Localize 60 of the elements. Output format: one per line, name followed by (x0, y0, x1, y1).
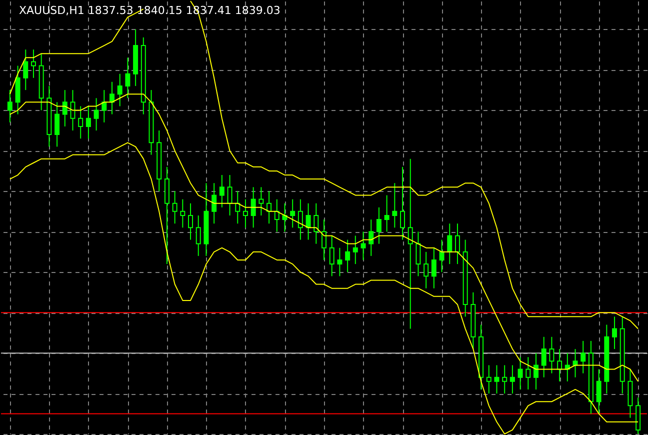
candlestick (70, 90, 76, 131)
candlestick (400, 166, 406, 240)
candlestick (384, 194, 390, 232)
candlestick (502, 364, 508, 394)
candlestick (416, 231, 421, 277)
candlestick (510, 364, 515, 394)
candlestick (250, 186, 256, 228)
candlestick (454, 223, 460, 265)
candlestick (219, 174, 224, 208)
candlestick (322, 219, 326, 260)
candlestick (54, 102, 60, 148)
candlestick (424, 251, 429, 289)
candlestick (526, 356, 531, 390)
candlestick (408, 158, 413, 330)
candlestick (596, 368, 602, 414)
candlestick (86, 106, 91, 140)
candlestick (612, 316, 618, 350)
candlestick (541, 336, 546, 378)
candlestick (439, 239, 444, 273)
candlestick (534, 352, 538, 390)
candlestick (258, 186, 264, 216)
candlestick (360, 231, 366, 260)
candlestick (518, 356, 523, 390)
candlestick (23, 49, 28, 91)
candlestick (337, 247, 342, 277)
candlestick (102, 90, 107, 123)
candlestick (564, 352, 570, 382)
candlestick (125, 57, 130, 99)
candlestick (352, 235, 358, 265)
candlestick (62, 90, 68, 127)
candlestick (447, 223, 452, 265)
candlestick (580, 340, 586, 374)
candlestick (188, 202, 194, 240)
candlestick (486, 364, 492, 394)
candlestick (7, 90, 12, 123)
candlestick (345, 239, 350, 273)
candlestick (172, 190, 178, 224)
candlestick (274, 198, 280, 232)
candlestick (298, 198, 303, 240)
candlestick (242, 198, 248, 228)
candlestick (212, 182, 217, 224)
candlestick (306, 202, 311, 240)
candlestick (494, 364, 500, 394)
candlestick (376, 206, 382, 244)
candlestick (94, 98, 99, 131)
candlestick (196, 214, 201, 256)
candlestick (549, 336, 554, 374)
candlestick (78, 106, 84, 140)
candlestick (392, 182, 398, 228)
candlestick (180, 198, 186, 228)
candlestick (314, 202, 319, 244)
candlestick (117, 73, 122, 107)
candlestick (30, 49, 36, 78)
candlestick (557, 348, 562, 382)
candlestick (329, 235, 334, 277)
candlestick (290, 198, 296, 228)
candlestick (235, 190, 240, 224)
candlestick (227, 174, 232, 216)
candlestick (368, 219, 374, 256)
candlestick (431, 247, 436, 289)
